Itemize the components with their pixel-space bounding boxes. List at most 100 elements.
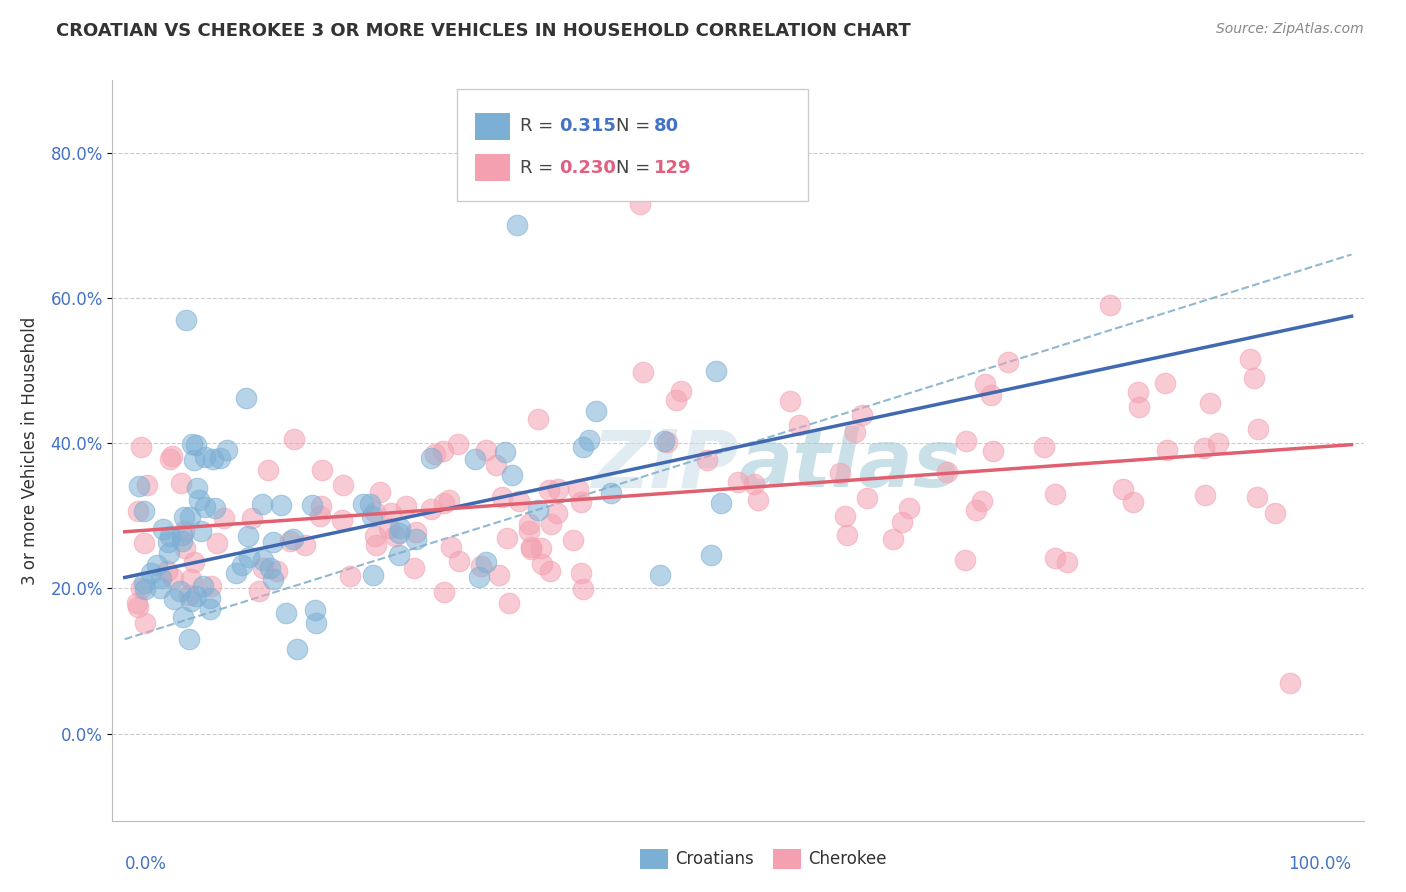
Point bbox=[419, 502, 441, 516]
Point bbox=[134, 615, 156, 630]
Point bbox=[1247, 422, 1270, 436]
Point bbox=[537, 483, 560, 497]
Point bbox=[190, 524, 212, 539]
Point bbox=[402, 561, 425, 575]
Point bbox=[1154, 376, 1177, 390]
Point bbox=[527, 503, 550, 517]
Point bbox=[520, 542, 543, 557]
Point bbox=[981, 443, 1004, 458]
Point bbox=[162, 571, 184, 585]
Point bbox=[174, 313, 197, 327]
Point bbox=[447, 437, 470, 451]
Point bbox=[194, 450, 217, 464]
Point bbox=[235, 391, 257, 405]
Point bbox=[1192, 441, 1215, 455]
Point bbox=[834, 509, 856, 524]
Point bbox=[546, 507, 568, 521]
Point bbox=[567, 482, 589, 496]
Point bbox=[388, 525, 411, 540]
Point bbox=[562, 533, 585, 547]
Point bbox=[148, 581, 170, 595]
Point bbox=[1206, 436, 1229, 450]
Point bbox=[1056, 555, 1078, 569]
Point bbox=[405, 532, 427, 546]
Point bbox=[437, 492, 460, 507]
Point bbox=[530, 541, 553, 556]
Point bbox=[787, 418, 810, 433]
Point bbox=[571, 440, 593, 454]
Point bbox=[309, 509, 332, 524]
Text: N =: N = bbox=[616, 118, 655, 136]
Text: 80: 80 bbox=[654, 118, 679, 136]
Point bbox=[1194, 488, 1216, 502]
Point bbox=[569, 494, 592, 508]
Point bbox=[997, 355, 1019, 369]
Point bbox=[1156, 442, 1178, 457]
Point bbox=[364, 528, 387, 542]
Point bbox=[464, 451, 486, 466]
Point bbox=[665, 392, 688, 407]
Point bbox=[508, 494, 530, 508]
Text: R =: R = bbox=[520, 159, 560, 177]
Point bbox=[851, 408, 873, 422]
Point bbox=[432, 444, 454, 458]
Point bbox=[134, 582, 156, 596]
Point bbox=[488, 568, 510, 582]
Point bbox=[578, 434, 600, 448]
Point bbox=[364, 505, 387, 519]
Point bbox=[169, 583, 191, 598]
Point bbox=[231, 558, 253, 572]
Point bbox=[980, 388, 1002, 402]
Point bbox=[183, 556, 205, 570]
Point bbox=[1033, 440, 1056, 454]
Point bbox=[494, 445, 516, 459]
Point bbox=[973, 376, 995, 391]
Point bbox=[882, 532, 904, 546]
Point bbox=[159, 529, 181, 543]
Point bbox=[955, 434, 977, 449]
Point bbox=[205, 535, 228, 549]
Text: CROATIAN VS CHEROKEE 3 OR MORE VEHICLES IN HOUSEHOLD CORRELATION CHART: CROATIAN VS CHEROKEE 3 OR MORE VEHICLES … bbox=[56, 22, 911, 40]
Point bbox=[1246, 490, 1268, 504]
Point bbox=[209, 450, 232, 465]
Point bbox=[449, 554, 471, 568]
Point bbox=[129, 581, 152, 595]
Point bbox=[250, 498, 273, 512]
Point bbox=[470, 559, 492, 574]
Point bbox=[527, 412, 550, 426]
Text: 0.315: 0.315 bbox=[560, 118, 616, 136]
Point bbox=[485, 458, 508, 472]
Point bbox=[169, 476, 191, 491]
Point bbox=[173, 524, 195, 538]
Point bbox=[257, 463, 280, 477]
Point bbox=[180, 593, 202, 607]
Point bbox=[131, 440, 153, 454]
Point bbox=[1199, 395, 1222, 409]
Point bbox=[283, 432, 305, 446]
Point bbox=[1043, 487, 1066, 501]
Point bbox=[172, 609, 194, 624]
Text: Croatians: Croatians bbox=[675, 850, 754, 868]
Point bbox=[669, 384, 692, 398]
Point bbox=[301, 498, 323, 512]
Point bbox=[378, 521, 401, 535]
Point bbox=[285, 642, 308, 657]
Point bbox=[252, 561, 274, 575]
Point bbox=[468, 570, 491, 584]
Point bbox=[174, 541, 197, 556]
Point bbox=[361, 568, 384, 582]
Point bbox=[1128, 400, 1150, 414]
Point bbox=[1099, 298, 1122, 312]
Point bbox=[585, 404, 607, 418]
Point bbox=[501, 468, 523, 483]
Point bbox=[935, 465, 957, 479]
Point bbox=[405, 524, 427, 539]
Text: ZIP: ZIP bbox=[591, 426, 738, 504]
Point bbox=[281, 532, 304, 546]
Point bbox=[1243, 371, 1265, 385]
Point bbox=[200, 578, 222, 592]
Text: 0.0%: 0.0% bbox=[125, 855, 167, 873]
Point bbox=[600, 486, 623, 500]
Point bbox=[835, 528, 858, 542]
Point bbox=[187, 492, 209, 507]
